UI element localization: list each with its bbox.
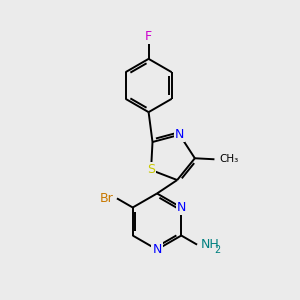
Text: Br: Br — [100, 192, 114, 205]
Text: NH: NH — [200, 238, 219, 251]
Text: 2: 2 — [214, 245, 221, 255]
Text: S: S — [147, 164, 155, 176]
Text: N: N — [152, 243, 162, 256]
Text: CH₃: CH₃ — [220, 154, 239, 164]
Text: N: N — [177, 201, 186, 214]
Text: F: F — [145, 31, 152, 44]
Text: N: N — [175, 128, 184, 141]
